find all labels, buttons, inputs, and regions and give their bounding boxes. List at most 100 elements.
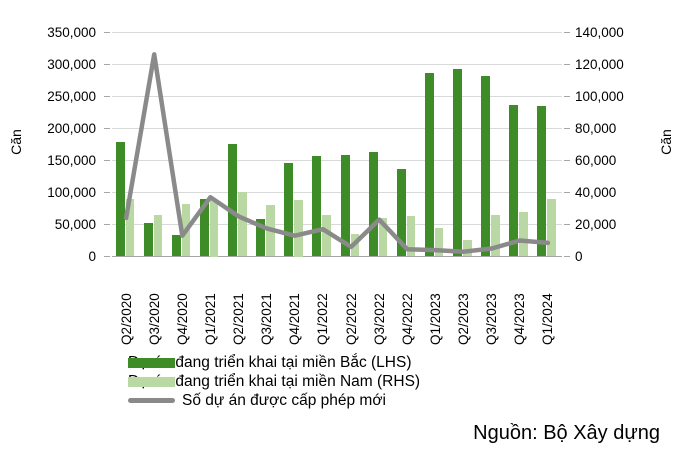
bar-mien-bac	[312, 155, 322, 257]
legend-label: Dự án đang triển khai tại miền Nam (RHS)	[128, 372, 421, 390]
bar-mien-bac	[284, 163, 294, 257]
legend-line-swatch	[128, 398, 175, 403]
right-axis-tick	[564, 31, 570, 33]
y-tick-label-right: 120,000	[575, 56, 624, 72]
bar-mien-nam	[378, 218, 388, 257]
bar-mien-nam	[406, 216, 416, 257]
y-tick-label-left: 350,000	[47, 24, 96, 40]
gridline	[112, 31, 562, 33]
bar-mien-bac	[396, 169, 406, 257]
x-tick-label: Q2/2022	[343, 293, 359, 345]
bar-mien-bac	[115, 142, 125, 257]
right-axis-tick	[564, 95, 570, 97]
x-tick-label: Q1/2024	[540, 293, 556, 345]
right-axis-tick	[564, 256, 570, 257]
bar-mien-bac	[228, 143, 238, 257]
left-axis-tick	[104, 127, 110, 129]
right-axis-title: Căn	[658, 129, 674, 155]
bar-mien-nam	[350, 234, 360, 257]
x-tick-label: Q1/2021	[202, 293, 218, 345]
left-axis-tick	[104, 159, 110, 161]
bar-mien-nam	[125, 198, 135, 257]
y-tick-label-left: 100,000	[47, 184, 96, 200]
x-tick-label: Q3/2023	[484, 293, 500, 345]
bar-mien-nam	[547, 198, 556, 257]
left-axis-tick	[104, 63, 110, 65]
legend-label: Dự án đang triển khai tại miền Bắc (LHS)	[128, 353, 412, 371]
y-tick-label-right: 100,000	[575, 88, 624, 104]
legend-bar-swatch	[128, 376, 175, 387]
right-axis-tick	[564, 191, 570, 193]
bar-mien-nam	[491, 214, 500, 257]
bar-mien-bac	[509, 105, 519, 257]
x-tick-label: Q2/2021	[231, 293, 247, 345]
bar-mien-nam	[266, 205, 275, 257]
x-tick-label: Q3/2020	[146, 293, 162, 345]
left-axis-tick	[104, 256, 110, 257]
bar-mien-bac	[481, 76, 491, 257]
bar-mien-nam	[153, 214, 163, 257]
x-tick-label: Q1/2022	[315, 293, 331, 345]
y-tick-label-left: 250,000	[47, 88, 96, 104]
left-axis-title: Căn	[8, 129, 24, 155]
bar-mien-nam	[434, 227, 444, 257]
y-tick-label-left: 200,000	[47, 120, 96, 136]
bar-mien-bac	[368, 151, 378, 257]
y-tick-label-right: 60,000	[575, 152, 617, 168]
y-tick-label-left: 300,000	[47, 56, 96, 72]
y-tick-label-left: 0	[88, 249, 96, 264]
right-axis-tick	[564, 127, 570, 129]
left-axis-tick	[104, 223, 110, 225]
y-tick-label-left: 150,000	[47, 152, 96, 168]
legend-bar-swatch	[128, 357, 175, 368]
legend-item: Dự án đang triển khai tại miền Nam (RHS)	[128, 372, 420, 391]
bar-mien-bac	[424, 73, 434, 257]
left-axis-tick	[104, 95, 110, 97]
gridline	[112, 127, 562, 129]
x-tick-label: Q3/2021	[259, 293, 275, 345]
bar-mien-nam	[209, 200, 219, 257]
x-tick-label: Q4/2020	[174, 293, 190, 345]
legend-label: Số dự án được cấp phép mới	[182, 391, 386, 409]
source-note: Nguồn: Bộ Xây dựng	[473, 422, 660, 444]
gridline	[112, 159, 562, 161]
bar-mien-bac	[340, 155, 350, 257]
bar-mien-nam	[463, 240, 472, 257]
bar-mien-bac	[171, 234, 181, 257]
x-tick-label: Q4/2023	[512, 293, 528, 345]
bar-mien-nam	[322, 214, 331, 257]
x-tick-label: Q2/2020	[118, 293, 134, 345]
gridline	[112, 191, 562, 193]
bar-mien-bac	[453, 68, 463, 257]
legend: Dự án đang triển khai tại miền Bắc (LHS)…	[128, 353, 420, 410]
y-tick-label-right: 80,000	[575, 120, 617, 136]
right-axis-tick	[564, 223, 570, 225]
bar-mien-bac	[537, 106, 547, 257]
bar-mien-nam	[294, 200, 303, 257]
gridline	[112, 63, 562, 65]
bar-mien-bac	[143, 223, 153, 257]
x-tick-label: Q1/2023	[427, 293, 443, 345]
right-axis-tick	[564, 159, 570, 161]
x-tick-label: Q3/2022	[371, 293, 387, 345]
y-tick-label-right: 0	[575, 249, 583, 264]
x-tick-label: Q2/2023	[456, 293, 472, 345]
bar-mien-bac	[199, 198, 209, 257]
y-tick-label-right: 40,000	[575, 184, 617, 200]
bar-mien-nam	[181, 203, 191, 257]
x-tick-label: Q4/2021	[287, 293, 303, 345]
bar-mien-nam	[519, 211, 528, 257]
y-tick-label-right: 20,000	[575, 216, 617, 232]
legend-item: Số dự án được cấp phép mới	[128, 391, 420, 410]
bar-mien-nam	[238, 192, 247, 257]
bar-mien-bac	[256, 219, 266, 257]
right-axis-tick	[564, 63, 570, 65]
x-tick-label: Q4/2022	[399, 293, 415, 345]
x-axis-line	[112, 256, 562, 257]
gridline	[112, 95, 562, 97]
y-tick-label-left: 50,000	[54, 216, 96, 232]
y-tick-label-right: 140,000	[575, 24, 624, 40]
legend-item: Dự án đang triển khai tại miền Bắc (LHS)	[128, 353, 420, 372]
left-axis-tick	[104, 191, 110, 193]
